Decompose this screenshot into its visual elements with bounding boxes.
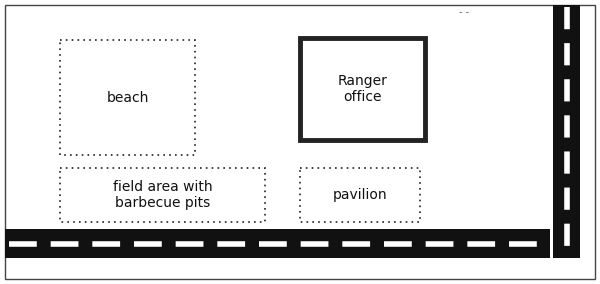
Bar xyxy=(300,38,425,140)
Bar xyxy=(300,168,420,222)
Text: field area with
barbecue pits: field area with barbecue pits xyxy=(113,180,212,210)
Bar xyxy=(5,229,550,258)
Text: Ranger
office: Ranger office xyxy=(338,74,388,104)
Bar xyxy=(60,40,195,155)
Bar xyxy=(553,5,580,258)
Bar xyxy=(60,168,265,222)
Text: beach: beach xyxy=(106,91,149,105)
Text: - -: - - xyxy=(459,7,469,17)
Text: pavilion: pavilion xyxy=(332,188,388,202)
